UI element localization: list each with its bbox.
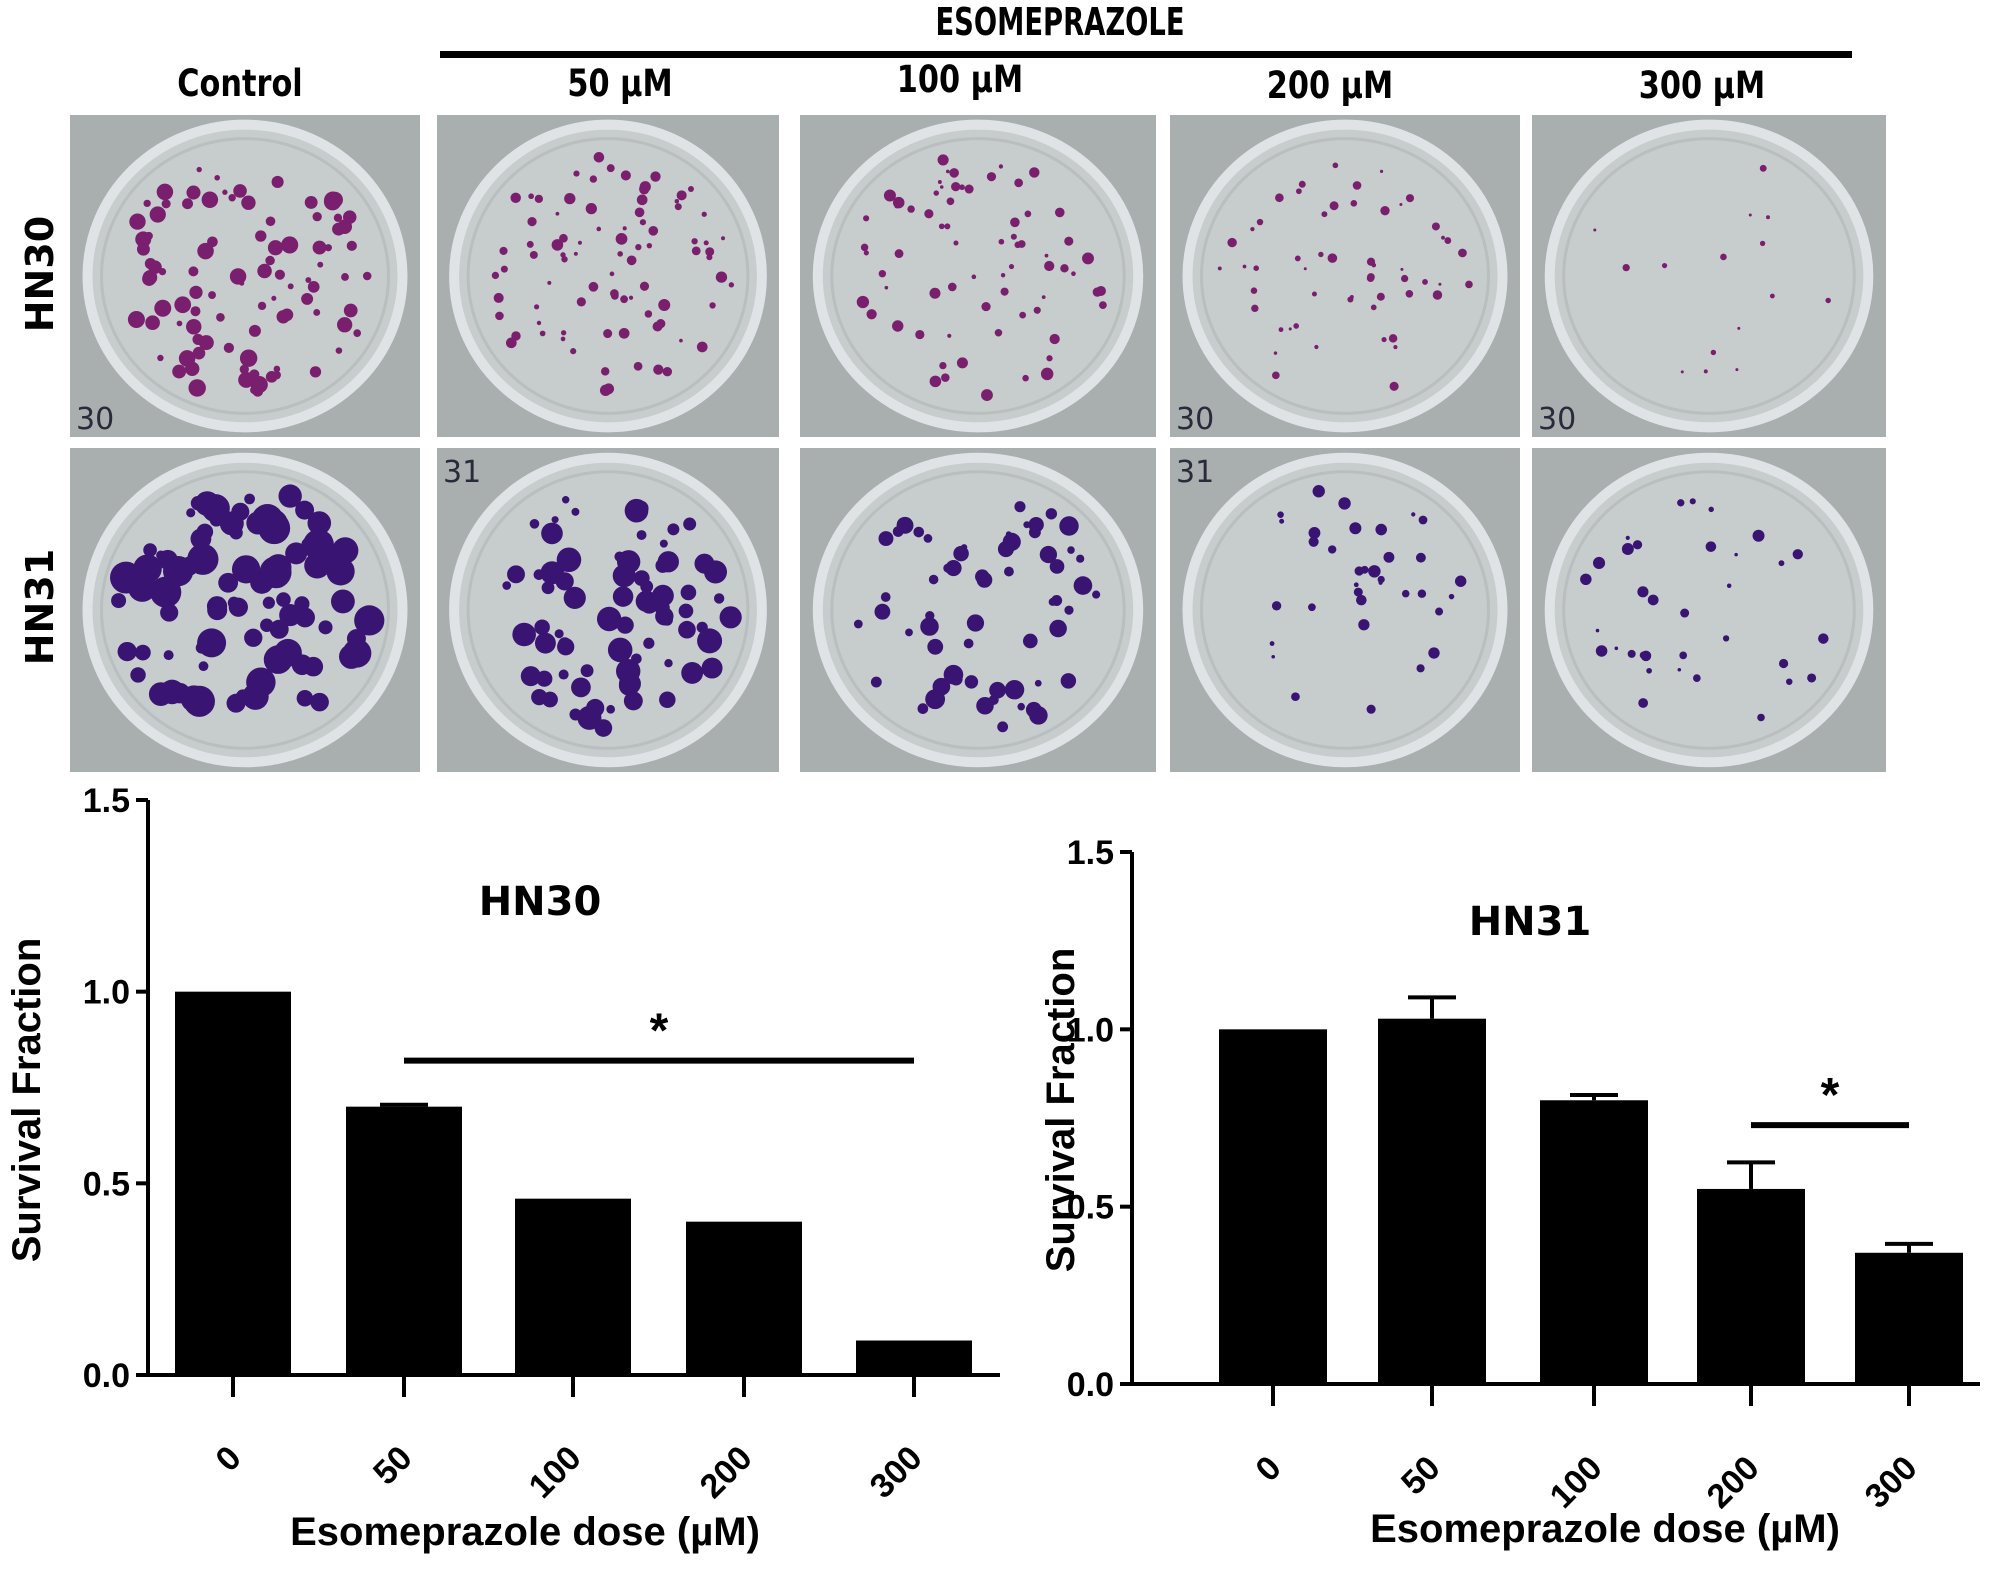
column-label-control: Control: [177, 62, 303, 105]
chart-hn30: 0.0 0.5 1.0 1.5 0 50 100 200 300 * HN30 Survival Fr…: [0, 780, 1000, 1567]
x-tick-label: 100: [522, 1439, 589, 1506]
y-tick-label: 0.5: [1067, 1189, 1114, 1227]
x-tick-label: 50: [1394, 1449, 1448, 1503]
colony-plate-hn31-3: 31: [1170, 448, 1520, 772]
y-tick-label: 1.0: [1067, 1011, 1114, 1049]
chart-title: HN30: [479, 879, 602, 925]
y-tick-label: 0.0: [1067, 1366, 1114, 1404]
x-axis-label: Esomeprazole dose (µM): [290, 1510, 760, 1554]
svg-text:30: 30: [1176, 402, 1214, 437]
y-tick-label: 1.5: [1067, 834, 1114, 872]
colony-plate-hn30-0: 30: [70, 115, 420, 437]
row-label-hn30: HN30: [18, 215, 62, 333]
drug-header-bracket: [440, 51, 1852, 58]
colony-plate-hn31-1: 31: [437, 448, 779, 772]
colony-plate-hn30-1: [437, 115, 779, 437]
bar-200: [1697, 1188, 1805, 1384]
x-tick-label: 100: [1543, 1449, 1610, 1516]
y-tick-label: 1.5: [83, 782, 130, 820]
row-label-hn31: HN31: [18, 548, 62, 666]
chart-hn31: 0.0 0.5 1.0 1.5 0 50 100 200 300 * HN31 Survival Fr…: [1000, 780, 2000, 1567]
colony-plate-hn31-0: [70, 448, 420, 772]
svg-text:30: 30: [1538, 402, 1576, 437]
column-label-100uM: 100 µM: [896, 58, 1024, 101]
y-tick-label: 1.0: [83, 974, 130, 1012]
x-tick-label: 0: [208, 1439, 248, 1479]
x-tick-label: 50: [366, 1439, 420, 1493]
svg-text:31: 31: [1176, 455, 1214, 490]
bar-50: [1378, 1018, 1486, 1384]
bar-50: [346, 1106, 462, 1375]
bar-300: [856, 1340, 972, 1375]
y-axis-label: Survival Fraction: [5, 938, 49, 1263]
bar-0: [1219, 1029, 1327, 1384]
y-tick-label: 0.5: [83, 1165, 130, 1203]
bar-300: [1855, 1252, 1963, 1384]
column-label-50uM: 50 µM: [567, 62, 673, 105]
x-tick-label: 300: [863, 1439, 930, 1506]
bar-100: [1540, 1100, 1648, 1384]
x-tick-label: 200: [693, 1439, 760, 1506]
colony-plate-hn31-2: [800, 448, 1156, 772]
significance-asterisk: *: [650, 1005, 669, 1058]
significance-asterisk: *: [1821, 1069, 1840, 1122]
bar-0: [175, 991, 291, 1375]
colony-plate-hn30-4: 30: [1532, 115, 1886, 437]
colony-plate-hn30-3: 30: [1170, 115, 1520, 437]
svg-text:30: 30: [76, 402, 114, 437]
x-tick-label: 200: [1700, 1449, 1767, 1516]
y-tick-label: 0.0: [83, 1357, 130, 1395]
column-label-200uM: 200 µM: [1266, 64, 1394, 107]
colony-plate-hn30-2: [800, 115, 1156, 437]
y-axis-label: Survival Fraction: [1039, 948, 1083, 1273]
svg-text:31: 31: [443, 455, 481, 490]
column-label-300uM: 300 µM: [1638, 64, 1766, 107]
x-axis-label: Esomeprazole dose (µM): [1370, 1507, 1840, 1551]
chart-title: HN31: [1469, 899, 1592, 945]
x-tick-label: 0: [1248, 1449, 1288, 1489]
colony-plate-hn31-4: [1532, 448, 1886, 772]
drug-header-label: ESOMEPRAZOLE: [935, 0, 1185, 44]
bar-200: [686, 1221, 802, 1375]
bar-100: [515, 1198, 631, 1375]
x-tick-label: 300: [1858, 1449, 1925, 1516]
